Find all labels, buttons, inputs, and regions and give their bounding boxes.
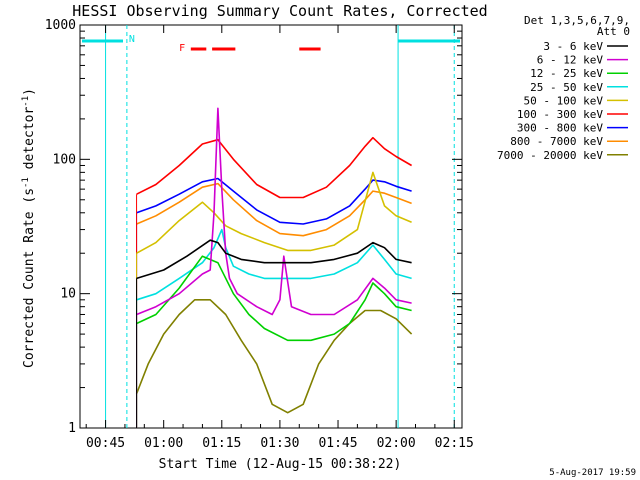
x-tick-label: 02:00 xyxy=(377,436,416,451)
x-tick-label: 01:45 xyxy=(318,436,357,451)
legend-header: Det 1,3,5,6,7,9, xyxy=(524,14,630,27)
x-tick-label: 00:45 xyxy=(86,436,125,451)
chart-title: HESSI Observing Summary Count Rates, Cor… xyxy=(72,2,487,20)
x-tick-label: 02:15 xyxy=(435,436,474,451)
y-tick-label: 1000 xyxy=(45,18,76,33)
legend-entry-label: 25 - 50 keV xyxy=(530,81,603,94)
y-tick-label: 1 xyxy=(68,421,76,436)
y-axis: 1 10 100 1000 xyxy=(45,18,462,436)
plot-frame xyxy=(79,24,463,429)
legend-entry-label: 50 - 100 keV xyxy=(524,94,604,107)
legend-entry-label: 300 - 800 keV xyxy=(517,122,603,135)
legend-entry-label: 3 - 6 keV xyxy=(543,40,603,53)
plot-area: NF xyxy=(79,24,463,429)
y-axis-label: Corrected Count Rate (s-1 detector-1) xyxy=(21,88,37,368)
series-line xyxy=(136,228,412,301)
legend-entry-label: 12 - 25 keV xyxy=(530,67,603,80)
series-line xyxy=(135,298,413,414)
x-tick-label: 01:15 xyxy=(202,436,241,451)
y-tick-label: 100 xyxy=(53,152,76,167)
series-line xyxy=(136,171,412,254)
x-tick-label: 01:30 xyxy=(260,436,299,451)
night-flag-label: N xyxy=(129,34,135,45)
x-tick-label: 01:00 xyxy=(144,436,183,451)
series-line xyxy=(136,107,412,316)
legend-header: Att 0 xyxy=(597,25,630,38)
legend-entry-label: 6 - 12 keV xyxy=(537,54,604,67)
flare-flag-label: F xyxy=(179,43,185,54)
legend-entry-label: 100 - 300 keV xyxy=(517,108,603,121)
x-axis-label: Start Time (12-Aug-15 00:38:22) xyxy=(159,457,402,472)
series-line xyxy=(136,182,412,237)
series-line xyxy=(136,255,412,342)
series-line xyxy=(136,136,413,199)
y-tick-label: 10 xyxy=(60,287,76,302)
legend-entry-label: 7000 - 20000 keV xyxy=(497,149,603,162)
legend-entry-label: 800 - 7000 keV xyxy=(510,135,603,148)
x-axis: 00:45 01:00 01:15 01:30 01:45 02:00 02:15 xyxy=(85,25,474,451)
series-line xyxy=(136,177,412,225)
plot-date-footer: 5-Aug-2017 19:59 xyxy=(549,468,636,478)
series-line xyxy=(136,239,412,280)
